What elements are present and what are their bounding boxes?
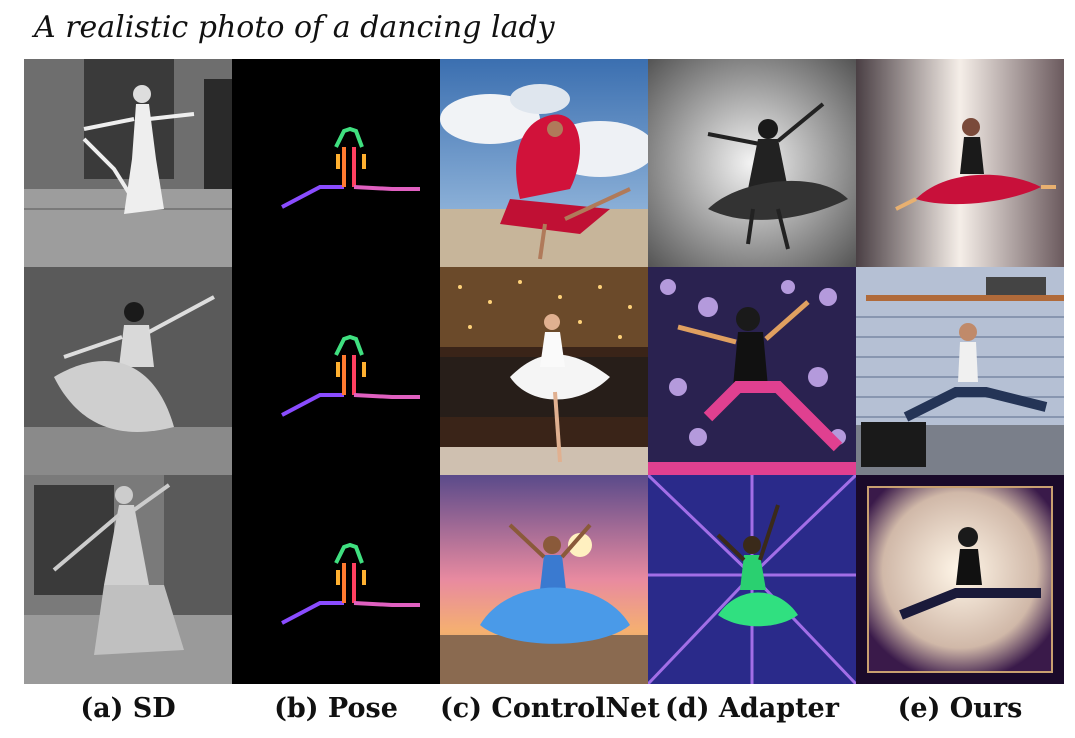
- image-ours-row3: [856, 475, 1064, 684]
- column-label-controlnet: (c) ControlNet: [440, 693, 648, 733]
- image-sd-row1: [24, 59, 232, 267]
- image-pose-row2: [232, 267, 440, 475]
- image-sd-row2: [24, 267, 232, 475]
- image-sd-row3: [24, 475, 232, 684]
- image-pose-row1: [232, 59, 440, 267]
- column-labels: (a) SD (b) Pose (c) ControlNet (d) Adapt…: [24, 693, 1064, 733]
- column-label-sd: (a) SD: [24, 693, 232, 733]
- image-ours-row2: [856, 267, 1064, 475]
- figure-caption: A realistic photo of a dancing lady: [34, 10, 555, 45]
- image-pose-row3: [232, 475, 440, 684]
- image-controlnet-row3: [440, 475, 648, 684]
- image-controlnet-row2: [440, 267, 648, 475]
- image-ours-row1: [856, 59, 1064, 267]
- column-label-adapter: (d) Adapter: [648, 693, 856, 733]
- image-grid: [24, 59, 1064, 684]
- image-adapter-row2: [648, 267, 856, 475]
- column-label-ours: (e) Ours: [856, 693, 1064, 733]
- image-adapter-row1: [648, 59, 856, 267]
- image-controlnet-row1: [440, 59, 648, 267]
- column-label-pose: (b) Pose: [232, 693, 440, 733]
- image-adapter-row3: [648, 475, 856, 684]
